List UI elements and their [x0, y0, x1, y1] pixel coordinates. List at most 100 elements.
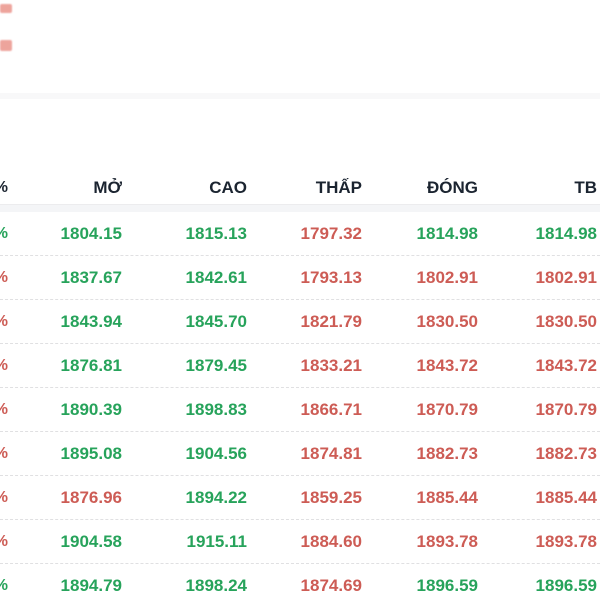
- cell-high: 1898.24: [122, 576, 247, 596]
- cell-close: 1893.78: [362, 532, 478, 552]
- table-row: % 1904.58 1915.11 1884.60 1893.78 1893.78: [0, 520, 600, 564]
- cell-close: 1870.79: [362, 400, 478, 420]
- header-cell-avg: TB: [478, 178, 597, 198]
- cell-open: 1837.67: [10, 268, 122, 288]
- cell-high: 1894.22: [122, 488, 247, 508]
- table-row: % 1890.39 1898.83 1866.71 1870.79 1870.79: [0, 388, 600, 432]
- cell-open: 1895.08: [10, 444, 122, 464]
- cell-low: 1859.25: [247, 488, 362, 508]
- table-row: % 1843.94 1845.70 1821.79 1830.50 1830.50: [0, 300, 600, 344]
- cell-low: 1874.81: [247, 444, 362, 464]
- cell-high: 1879.45: [122, 356, 247, 376]
- cell-close: 1814.98: [362, 224, 478, 244]
- cell-high: 1915.11: [122, 532, 247, 552]
- price-value: 1870.79: [416, 399, 478, 419]
- cell-close: 1802.91: [362, 268, 478, 288]
- price-value: 1893.78: [535, 531, 597, 551]
- price-value: 1821.79: [300, 311, 362, 331]
- percent-change-fragment: %: [0, 269, 8, 287]
- table-row: % 1895.08 1904.56 1874.81 1882.73 1882.73: [0, 432, 600, 476]
- price-value: 1830.50: [535, 311, 597, 331]
- cell-high: 1815.13: [122, 224, 247, 244]
- cell-pct: %: [0, 212, 10, 255]
- cell-pct: %: [0, 256, 10, 299]
- cell-low: 1866.71: [247, 400, 362, 420]
- cell-open: 1904.58: [10, 532, 122, 552]
- price-value: 1845.70: [185, 311, 247, 331]
- price-value: 1890.39: [60, 399, 122, 419]
- header-cell-high: CAO: [122, 178, 247, 198]
- header-label-pct: %: [0, 179, 8, 197]
- cell-high: 1898.83: [122, 400, 247, 420]
- cell-high: 1904.56: [122, 444, 247, 464]
- cell-avg: 1882.73: [478, 444, 597, 464]
- price-value: 1793.13: [300, 267, 362, 287]
- price-value: 1885.44: [535, 487, 597, 507]
- cell-close: 1885.44: [362, 488, 478, 508]
- cell-low: 1793.13: [247, 268, 362, 288]
- cell-open: 1843.94: [10, 312, 122, 332]
- table-header-row: % MỞ CAO THẤP ĐÓNG TB: [0, 170, 600, 204]
- top-whitespace: [0, 0, 600, 170]
- table-body: % 1804.15 1815.13 1797.32 1814.98 1814.98% 183…: [0, 212, 600, 600]
- price-value: 1896.59: [416, 575, 478, 595]
- cell-avg: 1843.72: [478, 356, 597, 376]
- percent-change-fragment: %: [0, 225, 8, 243]
- header-cell-pct: %: [0, 172, 10, 204]
- cell-avg: 1830.50: [478, 312, 597, 332]
- cell-high: 1842.61: [122, 268, 247, 288]
- percent-change-fragment: %: [0, 533, 8, 551]
- price-value: 1885.44: [416, 487, 478, 507]
- price-value: 1830.50: [416, 311, 478, 331]
- price-value: 1804.15: [60, 223, 122, 243]
- price-value: 1843.72: [416, 355, 478, 375]
- cell-avg: 1870.79: [478, 400, 597, 420]
- cell-high: 1845.70: [122, 312, 247, 332]
- cell-avg: 1885.44: [478, 488, 597, 508]
- price-value: 1837.67: [60, 267, 122, 287]
- table-row: % 1837.67 1842.61 1793.13 1802.91 1802.91: [0, 256, 600, 300]
- price-value: 1870.79: [535, 399, 597, 419]
- cell-open: 1876.81: [10, 356, 122, 376]
- price-value: 1898.83: [185, 399, 247, 419]
- price-history-table: % MỞ CAO THẤP ĐÓNG TB % 1804.15 1815.13 1797.32 1…: [0, 170, 600, 600]
- price-value: 1882.73: [535, 443, 597, 463]
- price-value: 1797.32: [300, 223, 362, 243]
- cell-low: 1797.32: [247, 224, 362, 244]
- faint-divider: [0, 93, 600, 99]
- table-row: % 1876.96 1894.22 1859.25 1885.44 1885.44: [0, 476, 600, 520]
- price-value: 1833.21: [300, 355, 362, 375]
- cell-close: 1830.50: [362, 312, 478, 332]
- clipped-red-mark: [0, 4, 12, 13]
- header-cell-open: MỞ: [10, 178, 122, 198]
- cell-low: 1874.69: [247, 576, 362, 596]
- price-value: 1894.79: [60, 575, 122, 595]
- price-value: 1814.98: [416, 223, 478, 243]
- header-separator: [0, 204, 600, 212]
- cell-open: 1894.79: [10, 576, 122, 596]
- header-label-avg: TB: [574, 178, 597, 197]
- cell-pct: %: [0, 344, 10, 387]
- cell-avg: 1814.98: [478, 224, 597, 244]
- price-value: 1876.96: [60, 487, 122, 507]
- percent-change-fragment: %: [0, 313, 8, 331]
- percent-change-fragment: %: [0, 445, 8, 463]
- price-value: 1815.13: [185, 223, 247, 243]
- price-value: 1843.94: [60, 311, 122, 331]
- cell-close: 1896.59: [362, 576, 478, 596]
- price-value: 1802.91: [416, 267, 478, 287]
- price-value: 1882.73: [416, 443, 478, 463]
- cell-low: 1884.60: [247, 532, 362, 552]
- price-value: 1904.56: [185, 443, 247, 463]
- cell-pct: %: [0, 300, 10, 343]
- price-value: 1915.11: [186, 531, 247, 551]
- price-value: 1814.98: [535, 223, 597, 243]
- percent-change-fragment: %: [0, 401, 8, 419]
- table-row: % 1894.79 1898.24 1874.69 1896.59 1896.59: [0, 564, 600, 600]
- cell-open: 1890.39: [10, 400, 122, 420]
- price-value: 1894.22: [185, 487, 247, 507]
- header-cell-low: THẤP: [247, 178, 362, 198]
- cell-open: 1876.96: [10, 488, 122, 508]
- price-value: 1874.81: [300, 443, 362, 463]
- price-value: 1866.71: [300, 399, 362, 419]
